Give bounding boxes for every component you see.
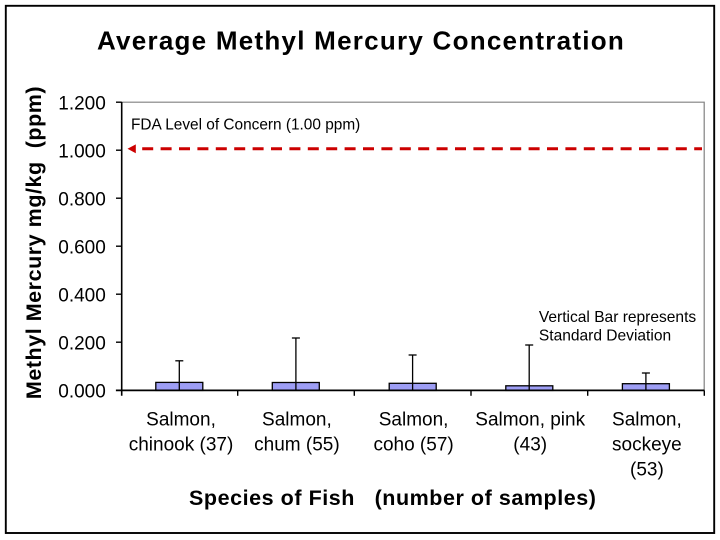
svg-text:Salmon,: Salmon,	[146, 410, 216, 431]
svg-text:0.800: 0.800	[58, 190, 106, 211]
svg-text:Salmon,: Salmon,	[262, 410, 332, 431]
svg-text:Salmon, pink: Salmon, pink	[475, 410, 585, 431]
svg-text:Average Methyl Mercury Concent: Average Methyl Mercury Concentration	[97, 26, 625, 56]
svg-text:0.400: 0.400	[58, 286, 106, 307]
svg-text:chinook (37): chinook (37)	[129, 435, 234, 456]
svg-text:Methyl Mercury mg/kg (ppm): Methyl Mercury mg/kg (ppm)	[22, 86, 46, 399]
svg-text:Species of Fish (number of s: Species of Fish (number of samples)	[189, 486, 596, 510]
svg-text:(53): (53)	[630, 460, 664, 481]
svg-text:(43): (43)	[513, 435, 547, 456]
svg-text:1.200: 1.200	[58, 94, 106, 115]
svg-text:0.000: 0.000	[58, 382, 106, 403]
svg-text:sockeye: sockeye	[612, 435, 682, 456]
svg-text:0.600: 0.600	[58, 238, 106, 259]
svg-text:1.000: 1.000	[58, 142, 106, 163]
svg-text:coho (57): coho (57)	[373, 435, 453, 456]
svg-text:Salmon,: Salmon,	[379, 410, 449, 431]
svg-text:chum (55): chum (55)	[254, 435, 340, 456]
svg-text:0.200: 0.200	[58, 334, 106, 355]
svg-text:Vertical Bar represents: Vertical Bar represents	[539, 309, 696, 326]
svg-text:Standard Deviation: Standard Deviation	[539, 328, 671, 345]
svg-text:Salmon,: Salmon,	[612, 410, 682, 431]
svg-text:FDA Level of Concern (1.00 ppm: FDA Level of Concern (1.00 ppm)	[131, 117, 360, 134]
